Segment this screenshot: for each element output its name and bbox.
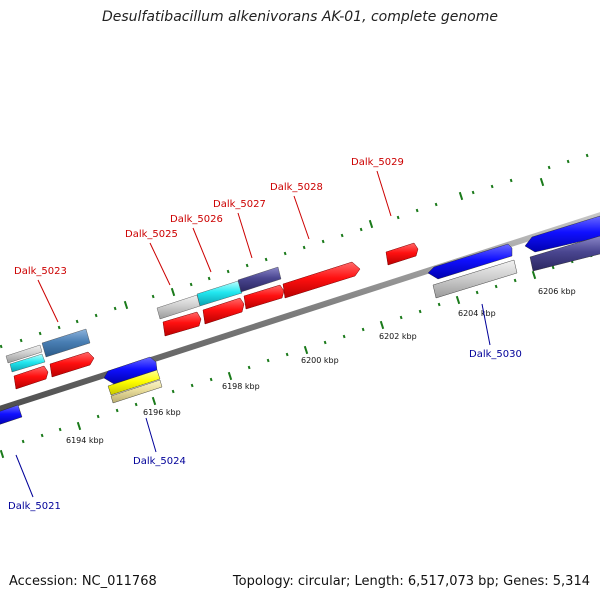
gene-block[interactable]: [432, 259, 518, 299]
gene-block[interactable]: [529, 235, 600, 272]
gene-arrow[interactable]: [49, 351, 95, 378]
gene-arrow[interactable]: [202, 297, 245, 325]
reverse-genes: [0, 215, 600, 425]
gene-block[interactable]: [237, 266, 282, 293]
reverse-scale-ticks: [0, 253, 593, 459]
gene-block[interactable]: [5, 344, 43, 364]
gene-arrow[interactable]: [162, 311, 202, 337]
scale-label-6198: 6198 kbp: [222, 382, 260, 391]
gene-arrow[interactable]: [282, 261, 361, 299]
gene-block[interactable]: [196, 280, 243, 307]
forward-genes-upper: [5, 266, 282, 373]
gene-label-dalk-5021[interactable]: Dalk_5021: [8, 501, 61, 512]
scale-label-6206: 6206 kbp: [538, 287, 576, 296]
gene-arrow[interactable]: [524, 215, 600, 253]
gene-block[interactable]: [110, 379, 163, 404]
genome-backbone: [0, 212, 600, 412]
gene-label-dalk-5023[interactable]: Dalk_5023: [14, 266, 67, 277]
map-title: Desulfatibacillum alkenivorans AK-01, co…: [101, 9, 499, 25]
gene-label-dalk-5025[interactable]: Dalk_5025: [125, 229, 178, 240]
gene-block[interactable]: [9, 353, 46, 373]
scale-label-6194: 6194 kbp: [66, 436, 104, 445]
gene-arrow[interactable]: [385, 242, 419, 266]
accession-text: Accession: NC_011768: [9, 574, 157, 589]
gene-arrow[interactable]: [13, 365, 49, 390]
gene-arrow[interactable]: [243, 284, 285, 310]
gene-arrow[interactable]: [0, 404, 23, 425]
gene-label-dalk-5024[interactable]: Dalk_5024: [133, 456, 186, 467]
gene-block[interactable]: [41, 328, 91, 358]
gene-label-dalk-5028[interactable]: Dalk_5028: [270, 182, 323, 193]
gene-label-dalk-5029[interactable]: Dalk_5029: [351, 157, 404, 168]
label-leaders: [15, 170, 491, 498]
gene-label-dalk-5030[interactable]: Dalk_5030: [469, 349, 522, 360]
forward-genes-lower: [13, 242, 419, 390]
gene-label-dalk-5027[interactable]: Dalk_5027: [213, 199, 266, 210]
scale-label-6200: 6200 kbp: [301, 356, 339, 365]
scale-label-6204: 6204 kbp: [458, 309, 496, 318]
genome-stats-text: Topology: circular; Length: 6,517,073 bp…: [232, 574, 590, 589]
forward-scale-ticks: [0, 153, 589, 349]
gene-label-dalk-5026[interactable]: Dalk_5026: [170, 214, 223, 225]
scale-label-6196: 6196 kbp: [143, 408, 181, 417]
scale-label-6202: 6202 kbp: [379, 332, 417, 341]
gene-block[interactable]: [107, 369, 161, 396]
gene-arrow[interactable]: [427, 243, 513, 280]
